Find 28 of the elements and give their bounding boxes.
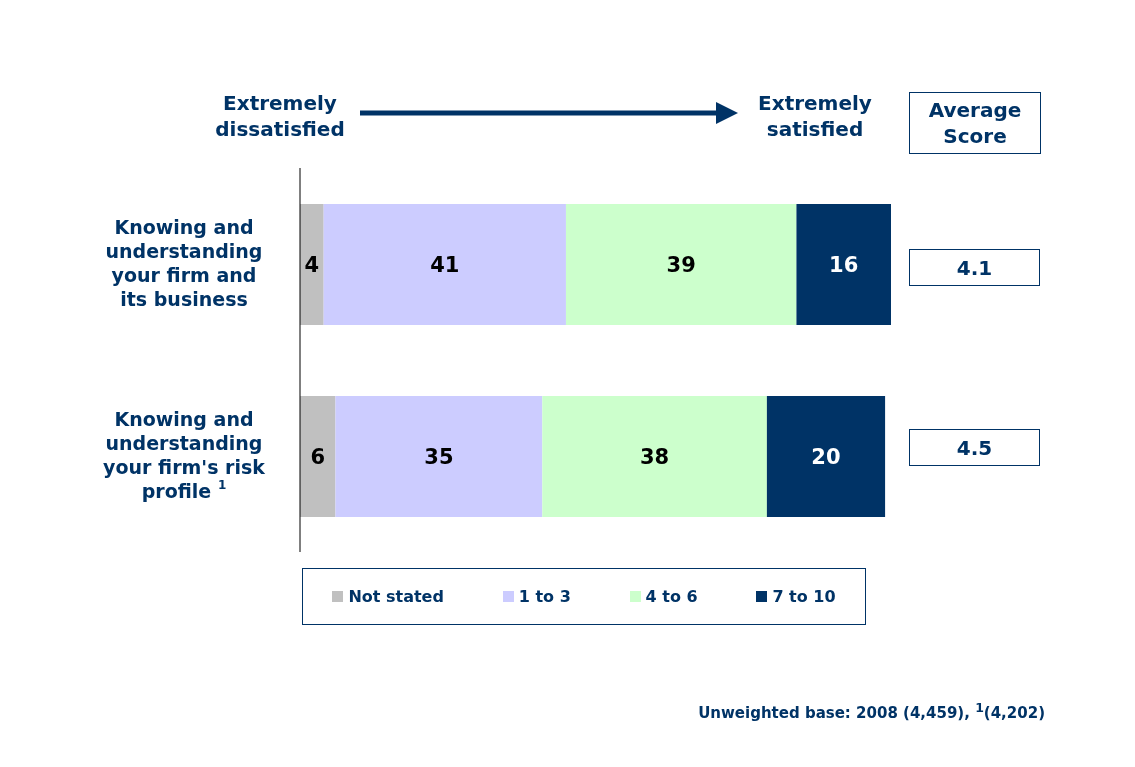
data-label: 6 <box>310 444 326 469</box>
data-label: 20 <box>811 444 841 469</box>
score-frame: 4.1 <box>909 249 1040 286</box>
score-frame: 4.5 <box>909 429 1040 466</box>
y-tick-label: Knowing and understanding your firm's risk profile $^{1}$ <box>103 407 266 502</box>
text: Extremely dissatisfied <box>215 91 345 141</box>
data-label: 41 <box>430 252 460 277</box>
data-label: 16 <box>829 252 859 277</box>
legend-label: 4 to 6 <box>644 587 698 606</box>
data-label: 39 <box>666 252 696 277</box>
score-frame: Average Score <box>909 92 1041 154</box>
bar <box>323 204 566 325</box>
data-label: 35 <box>424 444 454 469</box>
bar <box>565 204 797 325</box>
legend-label: 7 to 10 <box>771 587 836 606</box>
bar <box>542 396 767 517</box>
text: Extremely satisfied <box>758 91 872 141</box>
legend-label: Not stated <box>347 587 444 606</box>
bar <box>796 204 891 325</box>
bar <box>766 396 886 517</box>
data-label: 4 <box>304 252 320 277</box>
legend-label: 1 to 3 <box>517 587 571 606</box>
bar <box>300 204 324 325</box>
y-tick-label: Knowing and understanding your firm and its business <box>105 215 263 310</box>
bar <box>335 396 543 517</box>
bar <box>300 396 336 517</box>
data-label: 38 <box>639 444 670 469</box>
text: Unweighted base: 2008 (4,459), $^{1}$(4,202) <box>698 700 1045 722</box>
